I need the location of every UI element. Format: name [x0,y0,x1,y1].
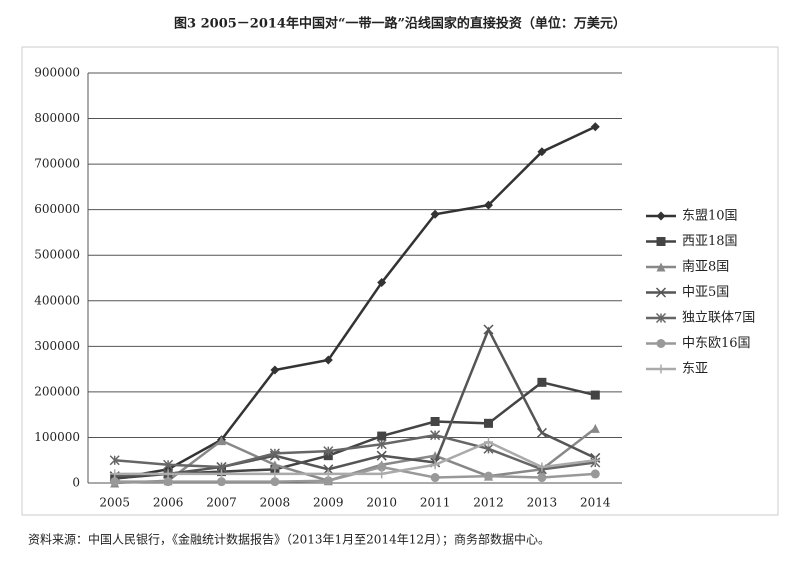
legend-label: 独立联体7国 [682,311,755,326]
y-tick-label: 500000 [34,248,80,262]
marker [590,455,600,465]
marker [430,430,441,441]
marker [537,473,547,483]
y-tick-label: 200000 [34,384,80,398]
marker [323,355,333,365]
marker [217,436,226,446]
marker [110,469,120,479]
marker [484,471,493,481]
marker [656,211,666,221]
marker [377,278,387,288]
marker [590,469,600,479]
marker [656,364,666,374]
marker [483,324,494,335]
legend-label: 东盟10国 [682,209,738,224]
marker [269,448,280,459]
marker [537,377,547,387]
marker [270,477,280,487]
x-tick-label: 2009 [313,496,344,510]
y-tick-label: 0 [72,476,80,490]
chart-title: 图3 2005－2014年中国对“一带一路”沿线国家的直接投资（单位：万美元） [174,16,626,32]
marker [656,339,666,348]
x-tick-label: 2012 [473,496,504,510]
series-line [114,440,596,476]
marker [430,473,440,483]
marker [270,469,280,479]
y-tick-label: 700000 [34,157,80,171]
marker [163,469,173,479]
marker [430,417,440,426]
x-tick-label: 2005 [99,496,130,510]
legend-label: 中东欧16国 [682,336,751,351]
marker [590,122,600,132]
series-line [114,326,596,478]
marker [655,312,667,324]
x-tick-label: 2011 [420,496,451,510]
marker [376,439,387,450]
marker [217,469,226,479]
marker [323,476,333,486]
marker [590,390,600,400]
marker [109,455,120,466]
legend-label: 中亚5国 [682,285,729,300]
x-tick-label: 2010 [366,496,397,510]
marker [655,287,667,298]
marker [270,464,280,474]
marker [656,237,666,246]
legend-label: 东亚 [682,362,708,377]
source-note: 资料来源：中国人民银行，《金融统计数据报告》（2013年1月至2014年12月）… [28,532,550,547]
legend-label: 西亚18国 [682,234,738,249]
y-tick-label: 400000 [34,293,80,307]
marker [656,262,666,272]
chart-frame [21,46,779,516]
y-tick-label: 900000 [34,66,80,80]
marker [323,464,334,475]
x-tick-label: 2008 [260,496,291,510]
x-tick-label: 2006 [153,496,184,510]
marker [376,450,387,461]
marker [377,431,387,441]
y-tick-label: 100000 [34,430,80,444]
marker [163,477,173,487]
marker [323,469,333,479]
marker [110,477,120,487]
y-tick-label: 800000 [34,111,80,125]
marker [270,460,280,470]
marker [537,462,547,472]
marker [323,446,334,457]
x-tick-label: 2007 [206,496,237,510]
marker [430,209,440,219]
marker [590,423,600,433]
y-tick-label: 600000 [34,202,80,216]
marker [323,451,333,461]
marker [270,365,280,375]
x-tick-label: 2014 [580,496,611,510]
marker [484,418,493,428]
legend-label: 南亚8国 [682,259,729,275]
marker [163,459,174,470]
y-tick-label: 300000 [34,339,80,353]
marker [377,462,387,472]
marker [377,469,387,479]
marker [430,460,440,470]
marker [536,427,547,438]
series-line [114,433,596,471]
marker [537,147,547,157]
marker [484,437,493,447]
marker [217,477,226,487]
series-line [114,125,596,480]
marker [484,200,493,210]
x-tick-label: 2013 [527,496,558,510]
